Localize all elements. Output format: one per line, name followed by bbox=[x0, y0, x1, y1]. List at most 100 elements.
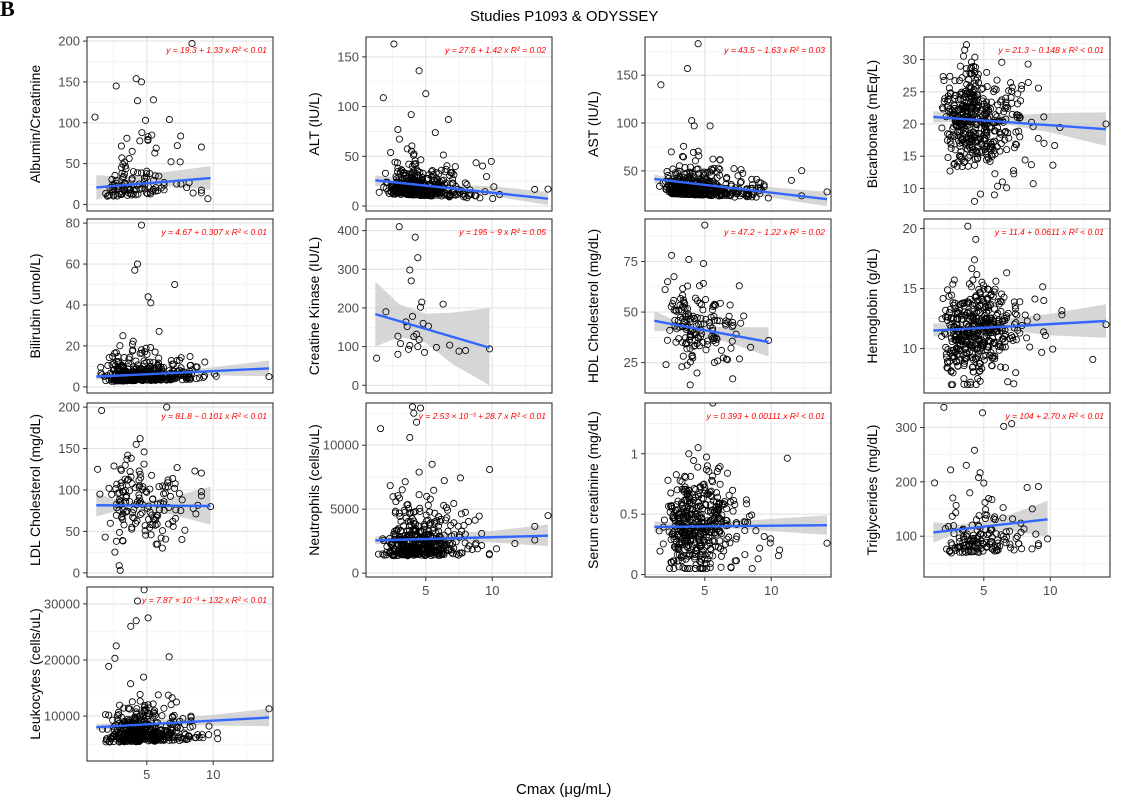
data-point bbox=[701, 185, 709, 194]
data-point bbox=[138, 376, 147, 384]
data-point bbox=[492, 545, 501, 553]
data-point bbox=[655, 182, 664, 190]
data-point bbox=[670, 296, 678, 304]
data-point bbox=[993, 76, 1001, 84]
data-point bbox=[940, 97, 948, 105]
data-point bbox=[151, 348, 159, 356]
data-point bbox=[709, 552, 717, 560]
data-point bbox=[686, 381, 694, 389]
data-point bbox=[401, 478, 409, 486]
facet-4: y = 4.67 + 0.307 x R² < 0.01 0 20 40 60 80 Bil… bbox=[27, 216, 274, 394]
data-point bbox=[387, 148, 395, 157]
data-point bbox=[132, 617, 140, 625]
data-point bbox=[689, 354, 697, 362]
data-point bbox=[950, 522, 958, 530]
data-point bbox=[997, 290, 1006, 298]
data-point bbox=[91, 113, 99, 121]
y-tick-label: 100 bbox=[337, 99, 359, 114]
data-point bbox=[422, 90, 430, 98]
data-point bbox=[685, 450, 693, 458]
facet-3: y = 21.3 − 0.148 x R² < 0.01 10 15 20 25 30 Bi… bbox=[864, 36, 1111, 212]
data-point bbox=[155, 371, 163, 379]
y-tick-label: 100 bbox=[616, 116, 638, 131]
data-point bbox=[395, 135, 403, 143]
data-point bbox=[986, 351, 994, 359]
data-point bbox=[185, 732, 193, 740]
data-point bbox=[128, 698, 136, 706]
y-tick-label: 300 bbox=[337, 262, 359, 277]
y-tick-label: 50 bbox=[624, 163, 638, 178]
data-point bbox=[694, 147, 702, 155]
data-point bbox=[677, 552, 685, 560]
data-point bbox=[972, 354, 980, 362]
data-point bbox=[972, 345, 980, 353]
data-point bbox=[1010, 144, 1019, 152]
data-point bbox=[723, 505, 731, 513]
data-point bbox=[205, 722, 213, 730]
data-point bbox=[153, 511, 161, 519]
data-point bbox=[953, 357, 961, 365]
data-point bbox=[939, 105, 947, 113]
data-point bbox=[431, 129, 439, 137]
data-point bbox=[689, 148, 697, 156]
data-point bbox=[136, 690, 144, 698]
data-point bbox=[436, 536, 444, 545]
data-point bbox=[482, 173, 491, 181]
data-point bbox=[753, 175, 761, 183]
data-point bbox=[962, 345, 970, 353]
data-point bbox=[966, 69, 974, 77]
data-point bbox=[693, 369, 701, 377]
data-point bbox=[748, 564, 756, 573]
data-point bbox=[974, 374, 982, 383]
data-point bbox=[709, 302, 717, 311]
data-point bbox=[725, 533, 733, 541]
data-point bbox=[973, 548, 981, 556]
data-point bbox=[138, 509, 146, 517]
fit-line bbox=[933, 319, 1107, 332]
data-point bbox=[405, 160, 413, 168]
data-point bbox=[430, 486, 438, 494]
data-point bbox=[155, 172, 163, 180]
data-point bbox=[124, 715, 132, 723]
data-point bbox=[713, 510, 721, 518]
data-point bbox=[710, 316, 718, 324]
data-point bbox=[189, 189, 197, 197]
data-point bbox=[676, 477, 684, 485]
data-point bbox=[1040, 113, 1048, 121]
data-point bbox=[446, 545, 454, 553]
data-point bbox=[124, 704, 133, 712]
data-point bbox=[678, 556, 686, 565]
y-axis-label: HDL Cholesterol (mg/dL) bbox=[585, 229, 601, 383]
data-point bbox=[105, 484, 113, 492]
data-point bbox=[686, 163, 694, 171]
data-point bbox=[727, 564, 735, 572]
data-point bbox=[669, 165, 677, 173]
data-point bbox=[680, 142, 688, 150]
data-point bbox=[956, 341, 964, 350]
data-point bbox=[134, 369, 143, 377]
data-point bbox=[475, 512, 483, 520]
data-point bbox=[679, 285, 687, 293]
data-point bbox=[456, 474, 464, 482]
data-point bbox=[393, 159, 402, 167]
y-tick-label: 50 bbox=[66, 524, 80, 539]
data-point bbox=[731, 193, 739, 201]
data-point bbox=[974, 70, 982, 78]
data-point bbox=[735, 355, 744, 363]
data-point bbox=[544, 185, 552, 193]
regression-equation: y = 195 − 9 x R² = 0.05 bbox=[458, 227, 546, 237]
data-point bbox=[709, 337, 718, 345]
data-point bbox=[981, 126, 989, 134]
facet-1: y = 27.6 + 1.42 x R² = 0.02 0 50 100 150 ALT … bbox=[306, 36, 553, 214]
data-point bbox=[757, 179, 765, 187]
data-point bbox=[112, 642, 120, 650]
data-point bbox=[695, 282, 704, 290]
data-point bbox=[723, 535, 731, 543]
data-point bbox=[426, 508, 434, 516]
data-point bbox=[665, 188, 673, 196]
data-point bbox=[113, 712, 122, 720]
data-point bbox=[119, 332, 127, 340]
data-point bbox=[116, 566, 124, 574]
data-point bbox=[688, 510, 696, 518]
data-point bbox=[398, 544, 406, 552]
